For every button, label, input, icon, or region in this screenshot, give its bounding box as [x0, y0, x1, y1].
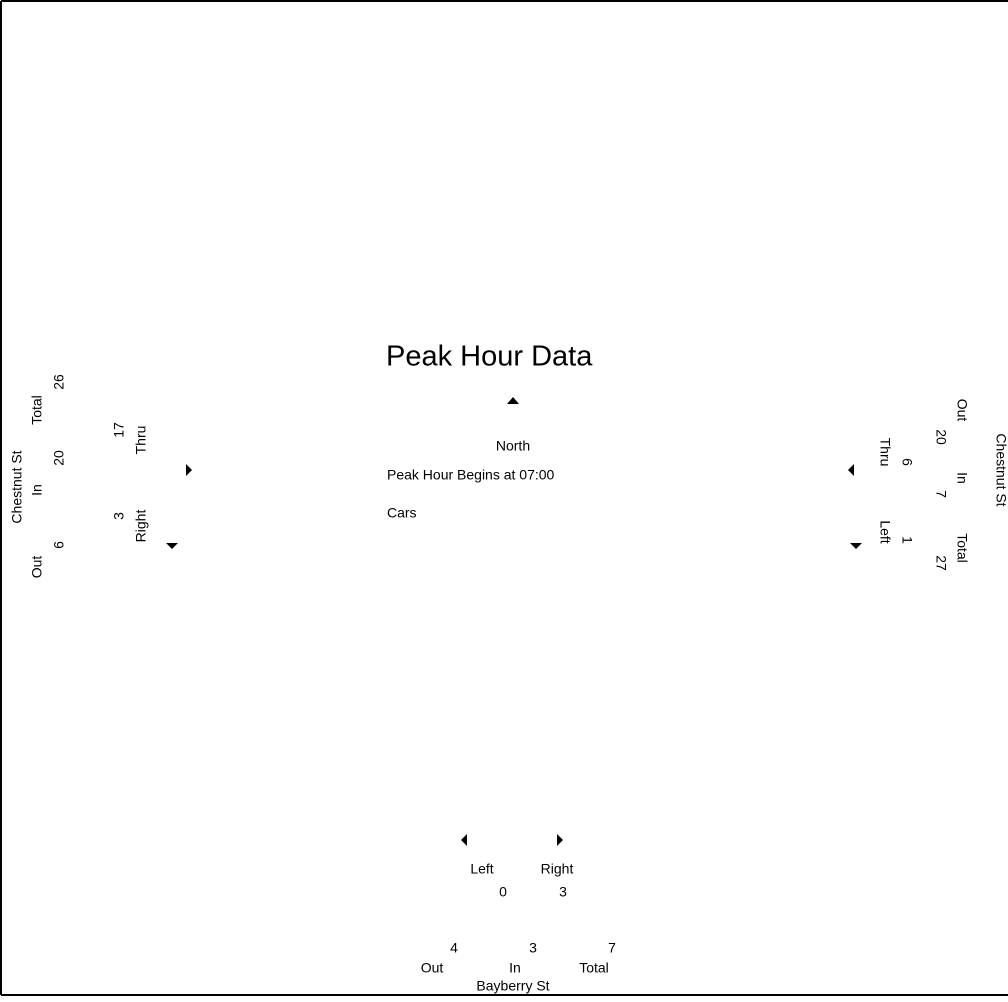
vehicle-type: Cars	[387, 505, 417, 521]
arrow	[186, 464, 192, 476]
movement-value: 17	[111, 422, 127, 438]
movement-label: Left	[877, 520, 893, 543]
total-label: Out	[29, 556, 45, 579]
arrow	[848, 464, 854, 476]
total-label: Out	[421, 960, 444, 976]
movement-label: Left	[470, 861, 493, 877]
total-value: 20	[933, 429, 949, 445]
peak-hour: Peak Hour Begins at 07:00	[387, 467, 555, 483]
total-label: In	[29, 484, 45, 496]
total-label: Total	[954, 533, 970, 563]
arrow	[850, 543, 862, 549]
total-label: Out	[954, 399, 970, 422]
total-value: 26	[51, 374, 67, 390]
arrow	[461, 834, 467, 846]
total-value: 20	[51, 450, 67, 466]
total-label: In	[954, 472, 970, 484]
direction: North	[496, 438, 530, 454]
total-value: 3	[529, 940, 537, 956]
movement-value: 0	[499, 884, 507, 900]
street-name: Chestnut St	[993, 433, 1008, 506]
street-name: Bayberry St	[476, 978, 549, 994]
total-label: Total	[29, 395, 45, 425]
street-name: Chestnut St	[9, 450, 25, 523]
total-value: 4	[450, 940, 458, 956]
total-label: Total	[579, 960, 609, 976]
movement-value: 3	[111, 512, 127, 520]
movement-label: Thru	[877, 438, 893, 467]
movement-label: Right	[541, 861, 574, 877]
north-arrow	[507, 397, 519, 404]
total-label: In	[509, 960, 521, 976]
total-value: 7	[608, 940, 616, 956]
arrow	[557, 834, 563, 846]
movement-label: Right	[133, 510, 149, 543]
title: Peak Hour Data	[386, 341, 593, 373]
arrow	[166, 543, 178, 549]
total-value: 6	[51, 541, 67, 549]
movement-label: Thru	[133, 426, 149, 455]
total-value: 7	[933, 490, 949, 498]
movement-value: 3	[559, 884, 567, 900]
movement-value: 1	[899, 536, 915, 544]
total-value: 27	[933, 555, 949, 571]
movement-value: 6	[899, 458, 915, 466]
